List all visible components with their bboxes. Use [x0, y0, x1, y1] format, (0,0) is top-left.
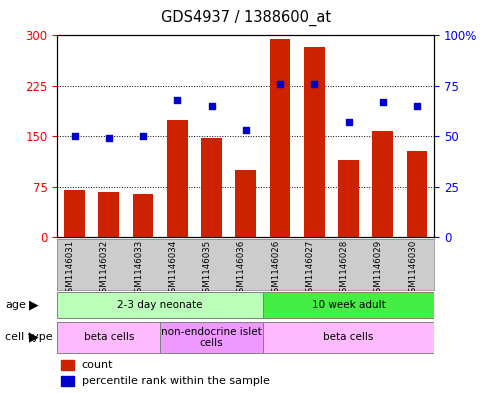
- Bar: [338, 160, 359, 237]
- Bar: [201, 138, 222, 237]
- Bar: [372, 131, 393, 237]
- Text: beta cells: beta cells: [323, 332, 374, 342]
- Bar: [263, 321, 434, 353]
- Text: 2-3 day neonate: 2-3 day neonate: [117, 300, 203, 310]
- Bar: [270, 39, 290, 237]
- Text: beta cells: beta cells: [83, 332, 134, 342]
- Bar: [167, 119, 188, 237]
- Point: [242, 127, 250, 134]
- Point: [105, 135, 113, 141]
- Text: GSM1146026: GSM1146026: [271, 240, 280, 298]
- Text: 10 week adult: 10 week adult: [312, 300, 385, 310]
- Point: [70, 133, 78, 140]
- Bar: [160, 321, 263, 353]
- Text: GSM1146028: GSM1146028: [339, 240, 348, 298]
- Bar: [98, 191, 119, 237]
- Bar: [263, 292, 434, 318]
- Text: cell type: cell type: [5, 332, 52, 342]
- Point: [310, 81, 318, 87]
- Bar: [57, 321, 160, 353]
- Bar: [407, 151, 427, 237]
- Text: ▶: ▶: [29, 331, 39, 344]
- Text: percentile rank within the sample: percentile rank within the sample: [82, 376, 270, 386]
- Point: [173, 97, 181, 103]
- Bar: [61, 360, 74, 370]
- Bar: [133, 194, 153, 237]
- Bar: [304, 48, 324, 237]
- Text: GSM1146033: GSM1146033: [134, 240, 143, 298]
- Text: GSM1146032: GSM1146032: [100, 240, 109, 298]
- Text: age: age: [5, 300, 26, 310]
- Point: [208, 103, 216, 109]
- Text: GSM1146035: GSM1146035: [203, 240, 212, 298]
- Bar: [61, 376, 74, 386]
- Text: GSM1146030: GSM1146030: [408, 240, 417, 298]
- Text: non-endocrine islet
cells: non-endocrine islet cells: [161, 327, 262, 348]
- Text: GSM1146027: GSM1146027: [305, 240, 314, 298]
- Text: GSM1146029: GSM1146029: [374, 240, 383, 298]
- Text: GSM1146031: GSM1146031: [65, 240, 74, 298]
- Text: ▶: ▶: [29, 298, 39, 312]
- Point: [276, 81, 284, 87]
- Bar: [236, 170, 256, 237]
- Point: [344, 119, 352, 125]
- Bar: [57, 292, 263, 318]
- Point: [413, 103, 421, 109]
- Point: [379, 99, 387, 105]
- Text: GSM1146034: GSM1146034: [168, 240, 177, 298]
- Text: GSM1146036: GSM1146036: [237, 240, 246, 298]
- Bar: [64, 190, 85, 237]
- Text: count: count: [82, 360, 113, 370]
- Text: GDS4937 / 1388600_at: GDS4937 / 1388600_at: [161, 9, 331, 26]
- Point: [139, 133, 147, 140]
